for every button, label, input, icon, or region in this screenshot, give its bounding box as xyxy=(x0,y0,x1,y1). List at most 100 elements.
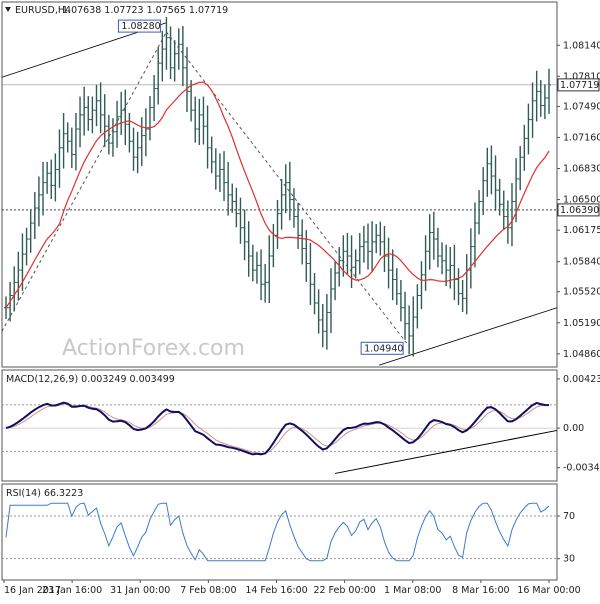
price-bar xyxy=(337,247,342,287)
price-bar xyxy=(411,296,416,357)
macd-trendline xyxy=(334,429,558,474)
price-bar xyxy=(538,80,543,117)
price-bar xyxy=(152,74,157,122)
price-bar xyxy=(509,183,514,247)
rsi-y-tick-label: 70 xyxy=(563,511,575,522)
swing-high-label: 1.08280 xyxy=(121,21,160,32)
header-ohlc: 1.07638 1.07723 1.07565 1.07719 xyxy=(62,5,228,16)
price-bar xyxy=(308,242,313,305)
price-bar xyxy=(49,159,54,200)
price-bar xyxy=(205,105,210,169)
price-y-tick-label: 1.05520 xyxy=(563,287,600,298)
price-bar xyxy=(505,200,510,244)
macd-y-tick-label: 0.00 xyxy=(563,423,584,434)
price-bar xyxy=(172,40,177,82)
x-tick-label: 14 Feb 16:00 xyxy=(245,585,307,596)
price-bar xyxy=(119,91,124,136)
price-bar xyxy=(456,268,461,305)
price-bar xyxy=(333,261,338,301)
price-bar xyxy=(345,232,350,275)
price-y-tick-label: 1.04860 xyxy=(563,349,600,360)
price-bar xyxy=(73,113,78,171)
price-y-tick-label: 1.06830 xyxy=(563,164,600,175)
price-bar xyxy=(160,30,165,82)
price-bar xyxy=(415,284,420,329)
price-bar xyxy=(435,227,440,268)
price-bar xyxy=(431,211,436,260)
price-bar xyxy=(530,82,535,138)
price-bar xyxy=(36,176,41,227)
price-bar xyxy=(353,249,358,279)
swing-high-box xyxy=(117,19,161,33)
price-bar xyxy=(217,153,222,193)
rsi-y-tick-label: 30 xyxy=(563,554,575,565)
macd-y-tick-label: -0.003404 xyxy=(563,463,600,474)
price-bar xyxy=(427,214,432,270)
price-bar xyxy=(185,47,189,113)
watermark: ActionForex.com xyxy=(62,336,245,361)
rsi-line xyxy=(5,502,550,562)
price-bar xyxy=(526,103,531,155)
price-bar xyxy=(534,70,539,122)
price-bar xyxy=(357,232,362,275)
price-bar xyxy=(316,289,321,334)
price-bar xyxy=(41,161,46,216)
price-bar xyxy=(94,84,99,127)
x-tick-label: 7 Feb 08:00 xyxy=(180,585,236,596)
price-bar xyxy=(489,145,494,195)
price-bar xyxy=(477,190,482,235)
price-bar xyxy=(382,225,387,272)
price-bar xyxy=(320,303,325,348)
price-bar xyxy=(444,244,449,287)
price-bar xyxy=(127,113,132,153)
macd-y-tick-label: 0.004238 xyxy=(563,374,600,385)
rsi-label: RSI(14) 66.3223 xyxy=(6,488,83,499)
wave-line-up xyxy=(1,31,167,332)
price-bar xyxy=(110,118,115,157)
price-bar xyxy=(296,202,301,249)
price-bar xyxy=(209,136,214,174)
x-tick-label: 16 Mar 00:00 xyxy=(517,585,580,596)
x-tick-label: 23 Jan 16:00 xyxy=(42,585,102,596)
price-bar xyxy=(349,235,354,288)
x-tick-label: 22 Feb 00:00 xyxy=(313,585,375,596)
price-bar xyxy=(312,272,317,315)
price-bar xyxy=(370,221,375,272)
price-bar xyxy=(378,221,383,256)
price-bar xyxy=(547,68,551,114)
price-bar xyxy=(189,80,194,122)
price-bar xyxy=(226,161,231,216)
price-bar xyxy=(542,84,547,120)
price-bar xyxy=(328,268,333,334)
price-bar xyxy=(201,96,206,145)
price-bar xyxy=(275,200,280,249)
last-price-box xyxy=(557,78,600,92)
price-y-tick-label: 1.08140 xyxy=(563,40,600,51)
price-bar xyxy=(82,86,87,136)
price-bar xyxy=(291,188,296,228)
price-bar xyxy=(468,228,473,289)
price-bar xyxy=(366,223,370,270)
macd-line xyxy=(5,401,550,456)
price-bar xyxy=(143,108,148,157)
price-bar xyxy=(86,96,91,131)
price-bar xyxy=(24,227,29,266)
price-bar xyxy=(386,237,391,289)
price-bar xyxy=(102,94,107,147)
price-bar xyxy=(403,291,408,340)
price-bar xyxy=(147,96,152,141)
macd-label: MACD(12,26,9) 0.003249 0.003499 xyxy=(6,374,175,385)
macd-panel-frame xyxy=(1,369,558,482)
price-bar xyxy=(390,249,395,301)
price-bar xyxy=(176,28,181,70)
price-y-tick-label: 1.05190 xyxy=(563,318,600,329)
price-bar xyxy=(16,251,21,301)
price-bar xyxy=(90,96,95,134)
price-bar xyxy=(230,183,235,213)
price-bar xyxy=(238,197,243,244)
price-bar xyxy=(131,127,136,171)
price-bar xyxy=(472,202,477,268)
price-bar xyxy=(287,161,292,221)
price-bar xyxy=(78,96,83,148)
